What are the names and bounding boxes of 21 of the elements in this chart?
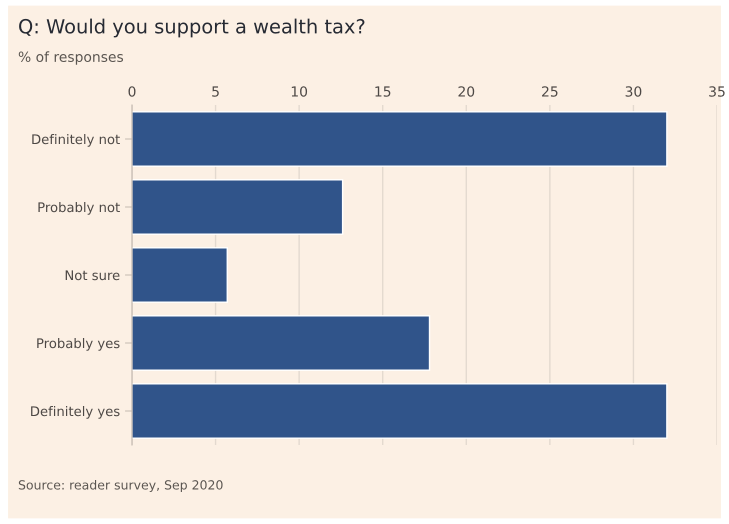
x-tick-label: 35: [709, 86, 725, 97]
x-tick-label: 15: [375, 86, 390, 97]
x-tick-label: 25: [542, 86, 558, 97]
bar: [132, 179, 344, 235]
bar: [132, 111, 668, 167]
chart-subtitle: % of responses: [18, 51, 124, 65]
bar: [132, 247, 228, 303]
bar: [132, 315, 430, 371]
x-tick-label: 5: [212, 86, 219, 97]
y-tick-label: Probably yes: [37, 338, 120, 351]
y-tick-label: Not sure: [66, 270, 120, 280]
y-tick-label: Definitely yes: [31, 406, 120, 419]
x-tick-label: 20: [458, 86, 474, 97]
x-tick-label: 0: [128, 86, 136, 97]
x-tick-label: 10: [292, 86, 308, 97]
chart-title: Q: Would you support a wealth tax?: [19, 18, 364, 38]
bar: [132, 383, 668, 439]
y-tick-label: Probably not: [38, 202, 120, 215]
source-note: Source: reader survey, Sep 2020: [18, 480, 223, 492]
x-tick-label: 30: [626, 86, 642, 97]
y-tick-label: Definitely not: [32, 134, 120, 147]
